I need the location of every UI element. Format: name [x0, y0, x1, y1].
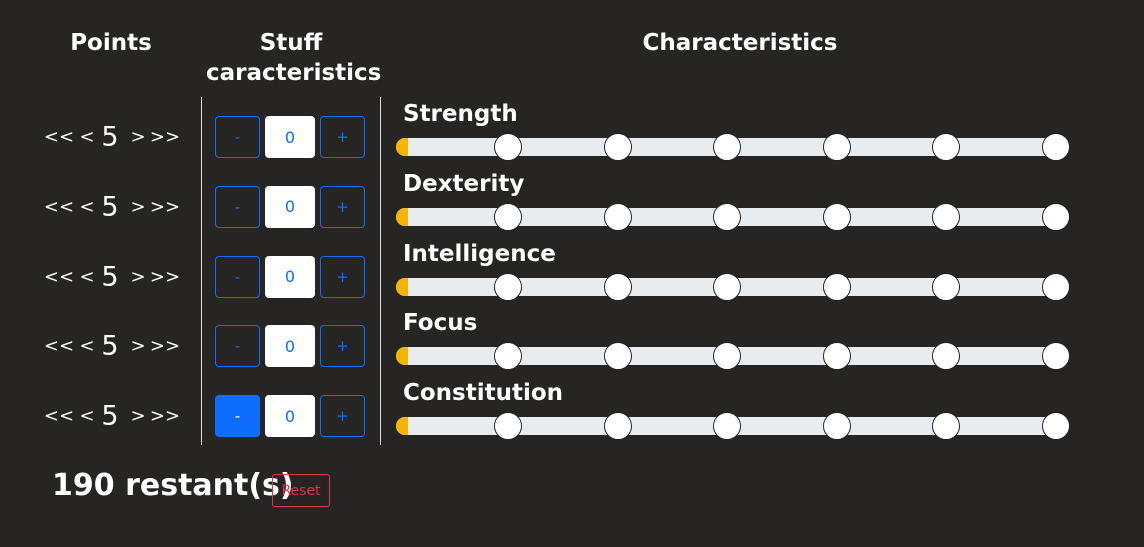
slider-step[interactable]: [713, 272, 741, 301]
slider-step[interactable]: [494, 272, 522, 301]
slider-fill: [396, 417, 408, 436]
plus-button[interactable]: +: [320, 255, 365, 298]
stuff-value[interactable]: 0: [265, 255, 315, 298]
prev-button[interactable]: <: [79, 335, 95, 357]
next-button[interactable]: >: [130, 266, 146, 288]
first-button[interactable]: <<: [43, 126, 75, 148]
characteristic-name: Constitution: [403, 380, 564, 407]
first-button[interactable]: <<: [43, 196, 75, 218]
slider-step[interactable]: [713, 342, 741, 371]
slider-step[interactable]: [823, 133, 851, 161]
prev-button[interactable]: <: [79, 266, 95, 288]
stuff-header: Stuff caracteristics: [206, 30, 382, 86]
slider-fill: [396, 207, 408, 226]
first-button[interactable]: <<: [43, 266, 75, 288]
slider-step[interactable]: [932, 133, 960, 161]
minus-button[interactable]: -: [215, 325, 260, 368]
points-header: Points: [70, 30, 152, 56]
slider-step[interactable]: [604, 133, 632, 161]
slider-step[interactable]: [713, 133, 741, 161]
slider-step[interactable]: [604, 202, 632, 231]
slider-fill: [396, 277, 408, 296]
points-value: 5: [101, 191, 119, 223]
last-button[interactable]: >>: [149, 126, 181, 148]
next-button[interactable]: >: [130, 405, 146, 427]
stuff-value[interactable]: 0: [265, 185, 315, 228]
stuff-value[interactable]: 0: [265, 116, 315, 158]
prev-button[interactable]: <: [79, 196, 95, 218]
next-button[interactable]: >: [130, 126, 146, 148]
reset-button[interactable]: Reset: [272, 474, 330, 507]
slider-step[interactable]: [932, 342, 960, 371]
slider-step[interactable]: [604, 412, 632, 441]
slider-step[interactable]: [494, 412, 522, 441]
minus-button[interactable]: -: [215, 395, 260, 438]
slider-step[interactable]: [823, 272, 851, 301]
points-value: 5: [101, 121, 119, 153]
first-button[interactable]: <<: [43, 335, 75, 357]
points-value: 5: [101, 261, 119, 293]
plus-button[interactable]: +: [320, 116, 365, 158]
characteristic-name: Focus: [403, 310, 478, 337]
slider-step[interactable]: [494, 202, 522, 231]
slider-step[interactable]: [823, 202, 851, 231]
slider-step[interactable]: [604, 342, 632, 371]
separator: [380, 97, 381, 445]
characteristic-name: Intelligence: [403, 240, 556, 267]
slider-step[interactable]: [713, 202, 741, 231]
slider-step[interactable]: [932, 412, 960, 441]
separator: [201, 97, 202, 445]
slider-fill: [396, 347, 408, 366]
slider-step[interactable]: [713, 412, 741, 441]
plus-button[interactable]: +: [320, 185, 365, 228]
slider-step[interactable]: [494, 342, 522, 371]
characteristics-header: Characteristics: [642, 30, 838, 56]
slider-fill: [396, 138, 408, 156]
first-button[interactable]: <<: [43, 405, 75, 427]
last-button[interactable]: >>: [149, 405, 181, 427]
slider-step[interactable]: [932, 202, 960, 231]
minus-button[interactable]: -: [215, 116, 260, 158]
slider-step[interactable]: [1042, 412, 1070, 441]
characteristic-name: Dexterity: [403, 170, 525, 197]
slider-step[interactable]: [823, 342, 851, 371]
next-button[interactable]: >: [130, 196, 146, 218]
stuff-value[interactable]: 0: [265, 395, 315, 438]
slider-step[interactable]: [1042, 272, 1070, 301]
remaining-points: 190 restant(s): [52, 468, 294, 503]
minus-button[interactable]: -: [215, 255, 260, 298]
characteristic-name: Strength: [403, 101, 518, 127]
slider-step[interactable]: [1042, 133, 1070, 161]
stuff-value[interactable]: 0: [265, 325, 315, 368]
points-value: 5: [101, 330, 119, 362]
slider-step[interactable]: [494, 133, 522, 161]
last-button[interactable]: >>: [149, 266, 181, 288]
slider-step[interactable]: [1042, 202, 1070, 231]
plus-button[interactable]: +: [320, 395, 365, 438]
slider-step[interactable]: [823, 412, 851, 441]
slider-step[interactable]: [932, 272, 960, 301]
minus-button[interactable]: -: [215, 185, 260, 228]
points-value: 5: [101, 400, 119, 432]
plus-button[interactable]: +: [320, 325, 365, 368]
slider-step[interactable]: [1042, 342, 1070, 371]
next-button[interactable]: >: [130, 335, 146, 357]
slider-step[interactable]: [604, 272, 632, 301]
prev-button[interactable]: <: [79, 405, 95, 427]
last-button[interactable]: >>: [149, 335, 181, 357]
prev-button[interactable]: <: [79, 126, 95, 148]
last-button[interactable]: >>: [149, 196, 181, 218]
